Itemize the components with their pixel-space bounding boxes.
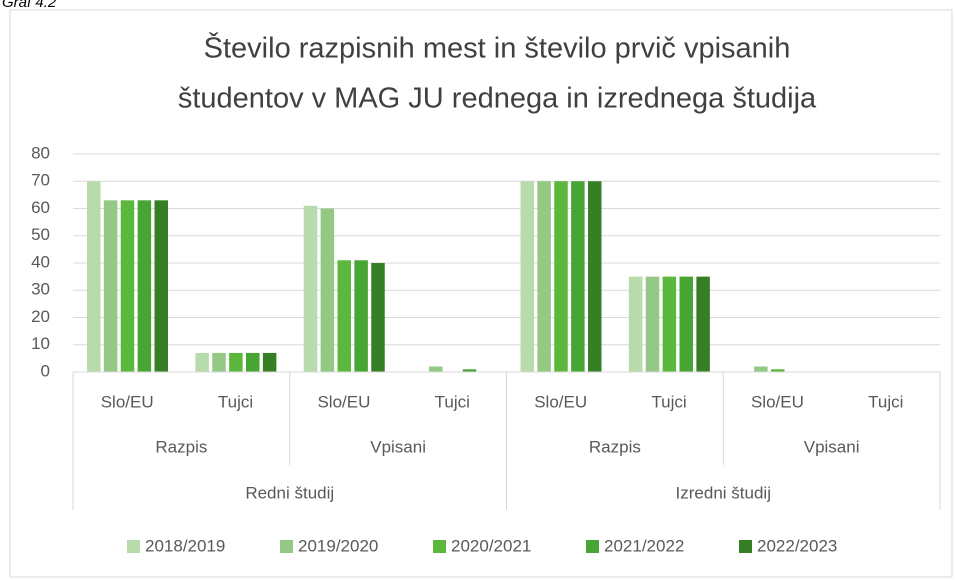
bar [354,260,368,372]
bar [662,276,677,372]
legend-swatch [280,540,293,553]
bar [696,276,710,372]
bar [137,200,152,372]
x-tick-label: Slo/EU [317,392,370,411]
subgroup-label: Razpis [155,437,207,456]
bar [320,208,335,372]
legend-swatch [586,540,599,553]
x-tick-label: Tujci [651,392,686,411]
bar [628,276,643,372]
bar [520,181,534,372]
bar [462,369,477,372]
bar [588,181,602,372]
x-tick-label: Tujci [218,392,253,411]
y-tick-label: 30 [31,280,50,299]
y-tick-label: 80 [31,143,50,162]
y-tick-label: 70 [31,171,50,190]
y-tick-label: 60 [31,198,50,217]
bar [554,181,568,372]
bar [771,369,785,372]
bar [303,205,318,372]
bar [195,352,209,372]
bar [645,276,660,372]
x-tick-label: Slo/EU [101,392,154,411]
bar [120,200,135,372]
group-label: Izredni študij [676,483,771,502]
y-tick-label: 40 [31,252,50,271]
y-tick-label: 10 [31,334,50,353]
subgroup-label: Razpis [589,437,641,456]
bar [429,366,443,372]
bar [87,181,101,372]
bar [537,181,551,372]
y-tick-label: 50 [31,225,50,244]
bar [754,366,768,372]
x-tick-label: Slo/EU [751,392,804,411]
legend-label: 2021/2022 [604,536,684,555]
legend-swatch [433,540,446,553]
subgroup-label: Vpisani [804,437,860,456]
bar [679,276,693,372]
legend-label: 2018/2019 [145,536,225,555]
bar [229,352,243,372]
bar [246,352,260,372]
chart-title: študentov v MAG JU rednega in izrednega … [178,83,817,115]
chart-title: Število razpisnih mest in število prvič … [204,31,791,65]
group-label: Redni študij [245,483,334,502]
bar [154,200,168,372]
bar [103,200,118,372]
bar [212,352,226,372]
legend-label: 2019/2020 [298,536,378,555]
bar [262,352,277,372]
legend-swatch [739,540,752,553]
legend-swatch [127,540,140,553]
y-tick-label: 0 [41,361,50,380]
caption: Graf 4.2 [2,0,57,11]
bar [371,263,385,372]
legend-label: 2022/2023 [757,536,837,555]
bar [337,260,351,372]
y-tick-label: 20 [31,307,50,326]
x-tick-label: Tujci [435,392,470,411]
bar [571,181,585,372]
subgroup-label: Vpisani [370,437,426,456]
x-tick-label: Slo/EU [534,392,587,411]
x-tick-label: Tujci [868,392,903,411]
legend-label: 2020/2021 [451,536,531,555]
